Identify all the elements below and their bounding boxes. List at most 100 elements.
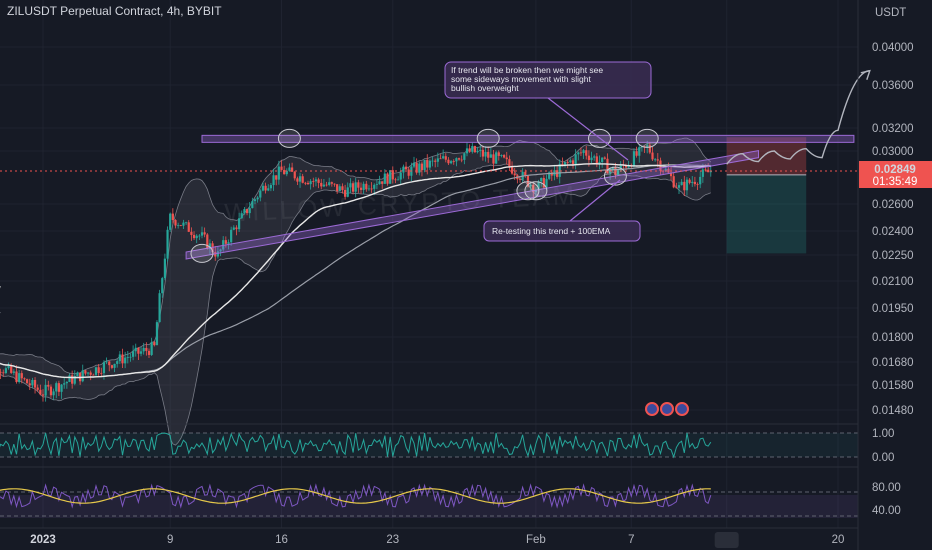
candle bbox=[529, 184, 532, 187]
candle bbox=[367, 188, 371, 190]
candle bbox=[306, 182, 310, 185]
candle bbox=[389, 170, 392, 184]
event-flags[interactable] bbox=[645, 402, 689, 416]
candle bbox=[76, 372, 79, 377]
candle bbox=[394, 179, 397, 181]
candle bbox=[683, 181, 686, 191]
touch-point-circle bbox=[635, 128, 659, 148]
candle bbox=[577, 152, 580, 155]
candle bbox=[579, 152, 583, 154]
candle bbox=[431, 160, 434, 162]
candle bbox=[699, 176, 702, 185]
candle bbox=[415, 163, 418, 173]
drawings[interactable] bbox=[185, 69, 871, 263]
candle bbox=[291, 167, 294, 172]
candle bbox=[439, 158, 442, 160]
flag-icon[interactable] bbox=[675, 402, 689, 416]
candle bbox=[314, 179, 318, 182]
candle bbox=[2, 372, 5, 374]
candle bbox=[582, 150, 585, 153]
candle bbox=[662, 170, 665, 172]
price-tick-label: 0.01950 bbox=[872, 303, 914, 315]
candle bbox=[341, 186, 344, 190]
touch-point-circle bbox=[516, 181, 540, 201]
candle bbox=[94, 367, 98, 375]
candle bbox=[18, 373, 21, 383]
candle bbox=[375, 184, 378, 185]
candle bbox=[404, 166, 408, 170]
candle bbox=[537, 181, 540, 190]
candle bbox=[23, 378, 26, 380]
candle bbox=[569, 160, 572, 163]
time-tick-label: 7 bbox=[628, 534, 634, 546]
candle bbox=[513, 173, 516, 176]
candle bbox=[460, 159, 463, 161]
candle bbox=[691, 181, 694, 183]
band-upper bbox=[0, 137, 712, 375]
price-tick-label: 0.02600 bbox=[872, 199, 914, 211]
candle bbox=[47, 384, 50, 387]
candle bbox=[534, 189, 537, 193]
candle bbox=[275, 175, 278, 180]
candle bbox=[675, 187, 678, 189]
note-top-line-2: some sideways movement with slight bbox=[451, 74, 591, 84]
candle bbox=[383, 173, 386, 184]
flag-icon[interactable] bbox=[660, 402, 674, 416]
candle bbox=[147, 350, 151, 355]
candle bbox=[224, 240, 227, 244]
candle bbox=[248, 208, 251, 214]
candle bbox=[704, 169, 707, 171]
target-zone bbox=[726, 174, 807, 254]
candle bbox=[317, 179, 320, 183]
note-bottom-text: Re-testing this trend + 100EMA bbox=[492, 226, 611, 236]
candle bbox=[298, 176, 302, 182]
candle bbox=[92, 374, 95, 376]
candle bbox=[669, 172, 673, 177]
flag-icon[interactable] bbox=[645, 402, 659, 416]
candle bbox=[532, 184, 535, 193]
candle bbox=[203, 232, 206, 235]
osc1-band bbox=[0, 433, 858, 457]
candle bbox=[63, 383, 66, 385]
candle bbox=[288, 167, 291, 171]
candle bbox=[39, 389, 42, 395]
candle bbox=[134, 347, 137, 352]
candle bbox=[272, 175, 275, 186]
candle bbox=[465, 148, 469, 154]
candle bbox=[585, 150, 588, 156]
candle bbox=[269, 185, 272, 189]
note-bottom[interactable]: Re-testing this trend + 100EMA bbox=[483, 220, 641, 242]
candle bbox=[685, 179, 689, 191]
candle bbox=[264, 185, 267, 191]
band-fill bbox=[0, 138, 711, 446]
note-top[interactable]: If trend will be broken then we might se… bbox=[444, 61, 652, 99]
candle bbox=[373, 184, 376, 189]
candle bbox=[126, 357, 129, 358]
candle bbox=[526, 175, 530, 187]
candle bbox=[190, 231, 193, 235]
candle bbox=[256, 197, 259, 200]
candle bbox=[370, 188, 373, 190]
price-axis[interactable]: 0.04000 0.03600 0.03200 0.03000 0.02600 0.024… bbox=[872, 42, 914, 417]
candle bbox=[105, 361, 108, 363]
candle bbox=[145, 347, 148, 351]
candle bbox=[227, 242, 230, 244]
time-tick-label: 16 bbox=[275, 534, 288, 546]
projection-path bbox=[726, 70, 870, 165]
candle bbox=[571, 160, 575, 165]
candle bbox=[672, 176, 675, 188]
candle bbox=[150, 342, 153, 355]
candle bbox=[177, 225, 180, 226]
price-tick-label: 0.03000 bbox=[872, 146, 914, 158]
candle bbox=[153, 342, 156, 346]
candle bbox=[86, 372, 90, 374]
candle bbox=[293, 171, 296, 179]
candle bbox=[619, 164, 622, 171]
candle bbox=[648, 145, 651, 153]
candle bbox=[484, 151, 487, 157]
candle bbox=[155, 322, 159, 346]
candle bbox=[208, 243, 212, 249]
price-tick-label: 0.02250 bbox=[872, 250, 914, 262]
